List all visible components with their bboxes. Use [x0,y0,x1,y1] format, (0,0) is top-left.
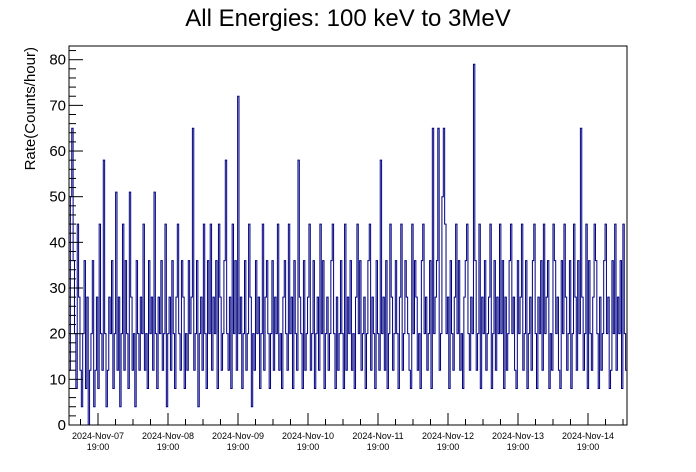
x-tick-date-label: 2024-Nov-11 [352,431,403,441]
y-tick-label: 60 [49,143,66,160]
x-tick-date-label: 2024-Nov-12 [422,431,474,441]
x-tick-time-label: 19:00 [577,442,600,452]
x-tick-time-label: 19:00 [367,442,390,452]
plot-area [69,63,627,426]
plot-frame [68,45,628,426]
y-axis: 0 10 20 30 40 50 60 70 80 [49,50,83,434]
x-tick-time-label: 19:00 [227,442,250,452]
x-tick-time-label: 19:00 [297,442,320,452]
y-tick-label: 0 [58,417,66,434]
series-line-0 [69,63,627,426]
x-tick-time-label: 19:00 [157,442,180,452]
x-tick-time-label: 19:00 [437,442,460,452]
chart-title: All Energies: 100 keV to 3MeV [185,5,511,32]
x-tick-date-label: 2024-Nov-14 [562,431,614,441]
x-tick-date-label: 2024-Nov-10 [282,431,334,441]
x-tick-time-label: 19:00 [507,442,530,452]
x-tick-time-label: 19:00 [87,442,110,452]
y-tick-label: 40 [49,234,66,251]
x-tick-date-label: 2024-Nov-13 [492,431,544,441]
x-tick-date-label: 2024-Nov-07 [72,431,124,441]
y-tick-label: 80 [49,52,66,69]
y-tick-label: 30 [49,280,66,297]
y-tick-label: 70 [49,97,66,114]
y-tick-label: 50 [49,189,66,206]
y-tick-label: 10 [49,371,66,388]
x-tick-date-label: 2024-Nov-09 [212,431,264,441]
y-tick-label: 20 [49,326,66,343]
x-tick-date-label: 2024-Nov-08 [142,431,194,441]
y-axis-label: Rate(Counts/hour) [22,47,39,170]
x-axis: 2024-Nov-0719:002024-Nov-0819:002024-Nov… [72,413,624,452]
